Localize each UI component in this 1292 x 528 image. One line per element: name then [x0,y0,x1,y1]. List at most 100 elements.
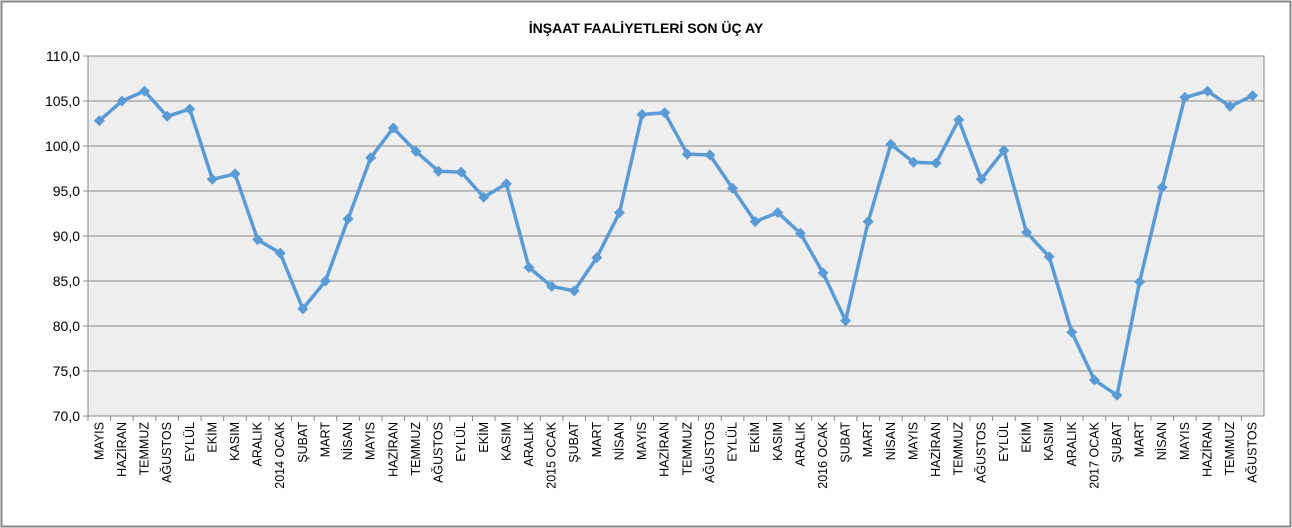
data-point [433,165,445,177]
x-tick-label: TEMMUZ [1223,422,1237,476]
x-tick-label: ŞUBAT [296,422,310,463]
x-tick-label: HAZİRAN [115,422,129,477]
x-tick-label: 2017 OCAK [1087,421,1101,488]
data-point [840,315,852,327]
data-point [1043,251,1055,263]
data-point [116,95,128,107]
data-point [523,262,535,273]
y-tick-label: 100,0 [45,138,80,154]
y-tick-label: 70,0 [53,408,80,424]
x-tick-label: MAYIS [92,422,106,460]
x-tick-label: TEMMUZ [680,422,694,476]
x-tick-label: AĞUSTOS [159,422,174,483]
x-tick-label: TEMMUZ [138,422,152,476]
x-tick-label: 2014 OCAK [273,421,287,488]
y-tick-label: 75,0 [53,363,80,379]
x-tick-label: AĞUSTOS [1245,422,1260,483]
x-tick-label: EKİM [477,422,491,453]
data-line [98,89,1254,398]
x-tick-label: EKİM [205,422,219,453]
data-point [749,216,761,228]
data-point [139,85,151,97]
data-point [500,178,512,190]
data-point [297,303,309,315]
data-point [862,216,874,228]
x-tick-label: HAZİRAN [929,422,943,477]
data-point [229,168,241,180]
data-point [410,145,422,157]
x-tick-label: EYLÜL [183,422,197,462]
data-point [274,247,286,259]
data-point [817,267,829,279]
data-point [1111,389,1123,401]
data-point [907,156,919,168]
x-tick-label: KASIM [499,422,513,461]
data-point [387,122,399,134]
x-tick-label: KASIM [228,422,242,461]
x-tick-label: ŞUBAT [1110,422,1124,463]
x-tick-label: NİSAN [341,422,355,460]
x-tick-label: 2016 OCAK [816,421,830,488]
data-point [704,149,716,161]
x-tick-label: ARALIK [522,421,536,466]
x-tick-label: TEMMUZ [952,422,966,476]
x-tick-label: EKİM [1020,422,1034,453]
y-tick-label: 90,0 [53,228,80,244]
data-point [1224,100,1236,112]
x-tick-label: MAYIS [364,422,378,460]
data-point [342,213,354,225]
data-point [184,103,196,115]
data-point [455,166,467,178]
data-point [206,173,218,185]
x-tick-label: EYLÜL [726,422,740,462]
x-tick-label: TEMMUZ [409,422,423,476]
x-tick-label: KASIM [1042,422,1056,461]
x-tick-label: NİSAN [884,422,898,460]
data-point [772,207,784,219]
x-tick-label: MART [590,422,604,458]
data-point [1156,181,1168,193]
data-point [252,234,264,246]
data-point [727,182,739,194]
x-tick-label: NİSAN [1155,422,1169,460]
x-tick-label: AĞUSTOS [431,422,446,483]
x-tick-label: ARALIK [1065,421,1079,466]
x-tick-label: 2015 OCAK [545,421,559,488]
x-tick-label: MART [861,422,875,458]
x-tick-label: EKİM [748,422,762,453]
chart-title: İNŞAAT FAALİYETLERİ SON ÜÇ AY [529,20,764,36]
y-tick-label: 95,0 [53,183,80,199]
x-tick-label: KASIM [771,422,785,461]
data-point [636,109,648,120]
data-point [1201,85,1213,97]
data-point [681,148,693,160]
data-point [568,285,580,297]
data-point [319,275,331,287]
data-point [1088,374,1100,386]
x-tick-label: ŞUBAT [567,422,581,463]
x-tick-label: ARALIK [251,421,265,466]
data-point [1179,91,1191,103]
data-point [478,191,490,203]
data-point [975,173,987,185]
x-tick-label: MAYIS [1178,422,1192,460]
x-tick-label: MART [318,422,332,458]
data-point [1021,226,1033,238]
data-point [1066,326,1078,338]
y-tick-label: 80,0 [53,318,80,334]
data-point [161,110,173,122]
x-tick-label: EYLÜL [997,422,1011,462]
data-point [998,145,1010,156]
x-tick-label: HAZİRAN [658,422,672,477]
x-tick-label: MAYIS [635,422,649,460]
data-point [613,207,625,219]
x-tick-label: AĞUSTOS [973,422,988,483]
data-point [93,115,105,127]
data-point [885,138,897,150]
data-point [794,227,806,239]
data-point [365,152,377,164]
data-point [930,157,942,169]
x-tick-label: AĞUSTOS [702,422,717,483]
